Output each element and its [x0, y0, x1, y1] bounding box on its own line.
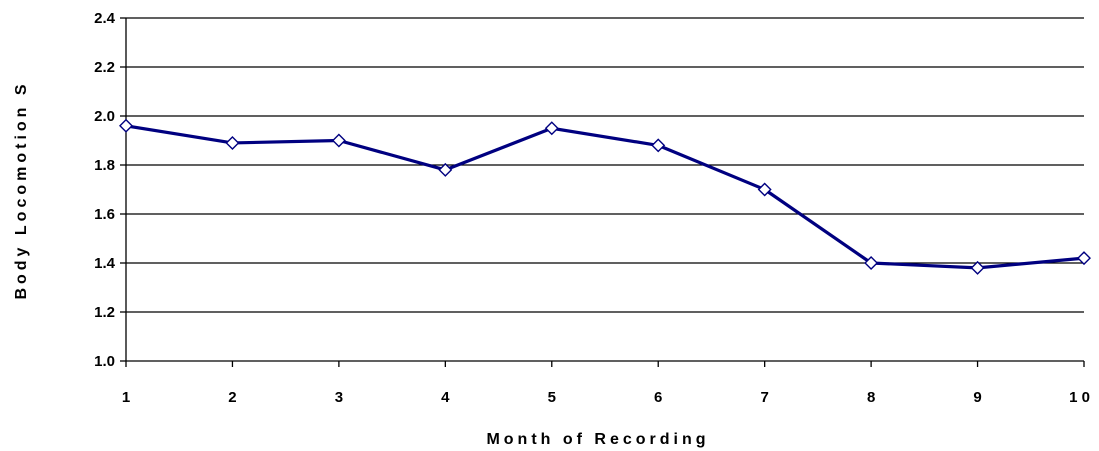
y-axis-ticks: 1.0 1.2 1.4 1.6 1.8 2.0 2.2 2.4 — [94, 10, 126, 370]
data-point-marker — [1077, 251, 1091, 266]
y-tick-label: 1.8 — [94, 157, 115, 174]
x-tick-label: 1 0 — [1069, 389, 1090, 406]
x-tick-label: 7 — [760, 389, 768, 406]
data-point-marker — [438, 162, 453, 177]
y-tick-label: 1.4 — [94, 255, 116, 272]
x-tick-label: 4 — [441, 389, 450, 406]
data-point-marker — [225, 135, 240, 150]
y-tick-label: 1.2 — [94, 304, 115, 321]
data-point-marker — [864, 256, 879, 270]
data-point-marker — [331, 133, 346, 148]
x-tick-label: 8 — [867, 389, 875, 406]
y-tick-label: 2.0 — [94, 108, 115, 125]
y-tick-label: 2.2 — [94, 59, 115, 76]
data-point-marker — [119, 118, 133, 133]
y-tick-label: 1.6 — [94, 206, 115, 223]
y-axis-title: Body Locomotion S — [13, 80, 30, 299]
data-point-marker — [651, 138, 666, 153]
x-tick-label: 3 — [335, 389, 343, 406]
data-point-marker — [970, 260, 985, 275]
x-tick-label: 9 — [973, 389, 981, 406]
gridlines — [125, 17, 1084, 362]
x-axis-ticks: 1 2 3 4 5 6 7 8 9 1 0 — [122, 361, 1090, 406]
x-tick-label: 1 — [122, 389, 130, 406]
data-point-marker — [544, 121, 559, 136]
series-group — [119, 118, 1091, 275]
x-axis-title: Month of Recording — [486, 431, 709, 448]
x-tick-label: 5 — [548, 389, 556, 406]
series-line — [125, 124, 1085, 270]
y-tick-label: 2.4 — [94, 10, 116, 27]
y-tick-label: 1.0 — [94, 353, 115, 370]
x-tick-label: 6 — [654, 389, 662, 406]
data-point-marker — [757, 182, 772, 197]
x-tick-label: 2 — [228, 389, 236, 406]
